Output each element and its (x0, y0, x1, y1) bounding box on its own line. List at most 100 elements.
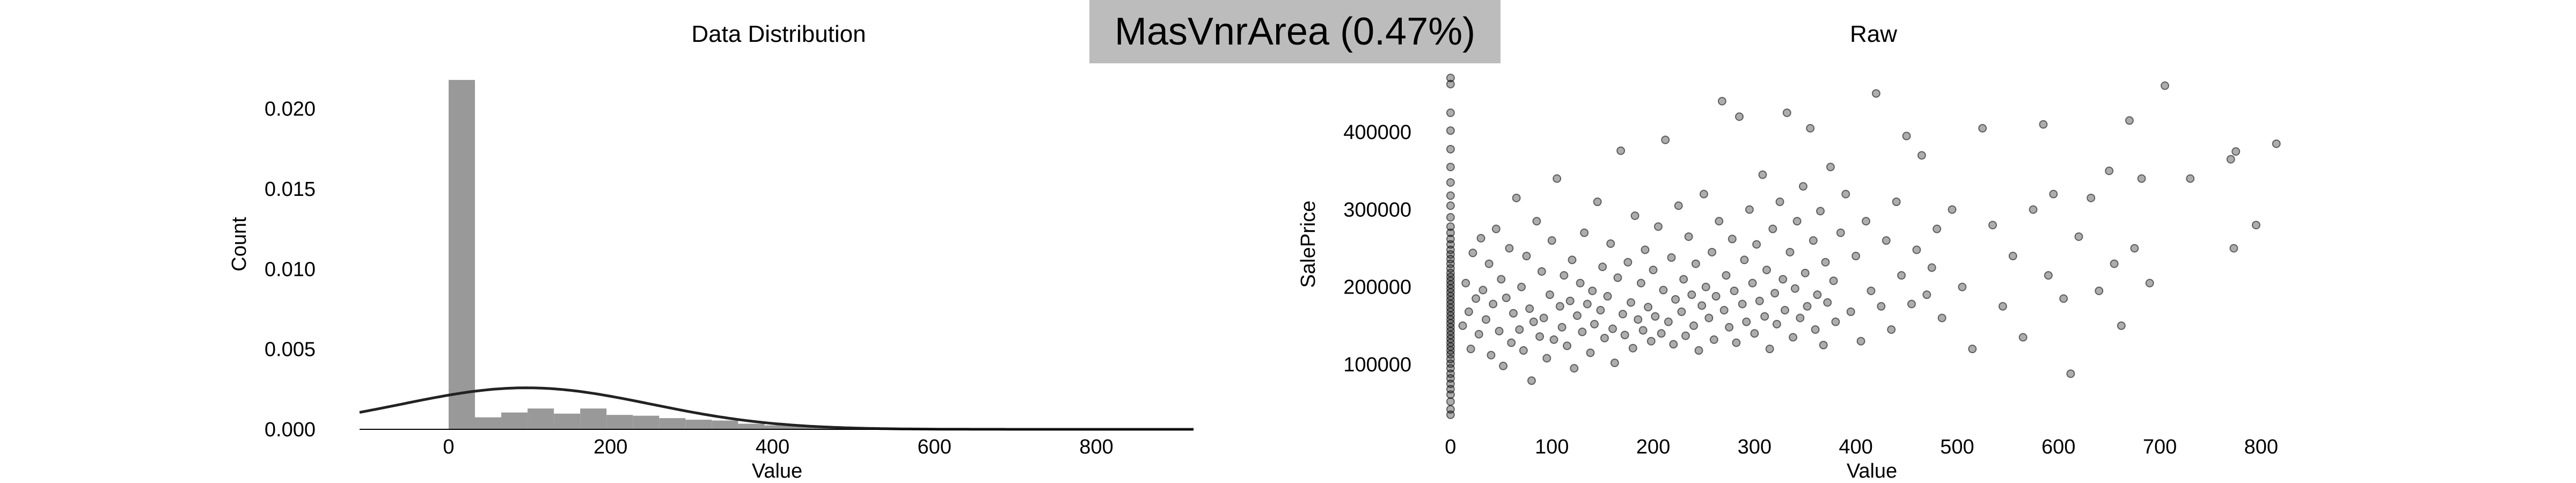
scatter-point-134 (1667, 253, 1676, 262)
scatter-point-152 (1711, 292, 1721, 301)
scatter-point-45 (1446, 178, 1455, 187)
histogram-bar-10 (712, 420, 738, 429)
scatter-point-131 (1659, 286, 1668, 295)
scatter-point-141 (1684, 232, 1693, 241)
scatter-point-70 (1505, 244, 1514, 253)
scatter-point-72 (1509, 309, 1518, 318)
scatter-point-128 (1651, 312, 1660, 321)
scatter-point-60 (1479, 286, 1488, 295)
scatter-point-95 (1568, 255, 1577, 265)
histogram-bars (448, 79, 1133, 429)
scatter-point-40 (1446, 228, 1455, 237)
scatter-point-199 (1831, 317, 1840, 326)
raw-x-tick-label: 500 (1940, 436, 1974, 458)
scatter-point-44 (1446, 191, 1455, 200)
scatter-point-238 (2105, 166, 2114, 175)
scatter-point-192 (1813, 290, 1822, 299)
scatter-point-65 (1491, 224, 1501, 233)
scatter-point-148 (1701, 282, 1710, 291)
scatter-point-193 (1816, 207, 1825, 216)
scatter-point-139 (1679, 275, 1688, 284)
scatter-point-84 (1539, 313, 1548, 323)
scatter-point-48 (1446, 126, 1455, 135)
scatter-point-69 (1502, 293, 1511, 302)
scatter-point-209 (1882, 236, 1891, 245)
distribution-chart: Data Distribution 0 200 400 600 800 0.0000.0… (228, 21, 1194, 482)
feature-title: MasVnrArea (0.47%) (1114, 10, 1476, 53)
scatter-point-201 (1841, 189, 1850, 199)
histogram-bar-1 (474, 417, 502, 429)
distribution-x-tick-label: 400 (756, 436, 789, 458)
scatter-point-206 (1867, 286, 1876, 295)
scatter-point-67 (1497, 275, 1506, 284)
scatter-point-222 (1958, 282, 1967, 291)
scatter-point-160 (1732, 338, 1741, 347)
scatter-point-198 (1829, 276, 1838, 286)
scatter-point-97 (1572, 311, 1582, 320)
scatter-point-214 (1907, 299, 1916, 309)
histogram-bar-4 (554, 413, 581, 429)
scatter-point-196 (1823, 298, 1832, 307)
scatter-point-99 (1578, 327, 1587, 336)
scatter-point-191 (1811, 325, 1820, 334)
scatter-point-55 (1466, 345, 1475, 354)
histogram-bar-11 (738, 423, 765, 429)
scatter-point-202 (1846, 307, 1855, 316)
scatter-point-226 (1998, 302, 2007, 311)
histogram-bar-8 (659, 418, 686, 429)
scatter-point-122 (1636, 279, 1645, 288)
scatter-point-144 (1691, 259, 1700, 268)
scatter-point-223 (1968, 345, 1977, 354)
scatter-point-167 (1750, 329, 1759, 338)
scatter-points (1446, 74, 2281, 419)
scatter-point-180 (1782, 108, 1791, 118)
scatter-point-135 (1669, 340, 1678, 349)
scatter-point-124 (1641, 245, 1650, 254)
scatter-point-88 (1549, 335, 1558, 344)
scatter-point-176 (1772, 319, 1781, 328)
scatter-point-52 (1458, 321, 1467, 330)
scatter-point-81 (1532, 217, 1541, 226)
scatter-point-228 (2018, 333, 2028, 342)
scatter-point-205 (1862, 217, 1870, 226)
scatter-point-203 (1851, 252, 1861, 261)
scatter-point-227 (2008, 252, 2017, 261)
scatter-point-51 (1446, 74, 1455, 83)
scatter-point-169 (1755, 296, 1764, 305)
scatter-point-132 (1661, 135, 1670, 144)
scatter-point-166 (1748, 279, 1757, 288)
scatter-point-190 (1809, 236, 1818, 245)
distribution-x-ticks: 0 200 400 600 800 (443, 436, 1113, 458)
scatter-point-75 (1517, 282, 1526, 291)
raw-title: Raw (1850, 21, 1897, 47)
scatter-point-64 (1489, 299, 1498, 309)
scatter-point-239 (2110, 259, 2119, 268)
scatter-point-92 (1560, 271, 1569, 280)
distribution-y-tick-label: 0.000 (265, 419, 316, 441)
scatter-point-231 (2044, 271, 2053, 280)
scatter-point-87 (1547, 236, 1556, 245)
histogram-bar-13 (791, 426, 817, 429)
scatter-point-215 (1912, 245, 1921, 254)
scatter-point-110 (1606, 239, 1615, 248)
scatter-point-119 (1628, 343, 1637, 353)
scatter-point-221 (1948, 205, 1957, 214)
scatter-point-71 (1507, 338, 1516, 347)
scatter-point-68 (1499, 361, 1508, 370)
scatter-point-77 (1522, 252, 1531, 261)
scatter-point-237 (2095, 286, 2104, 295)
scatter-point-159 (1730, 286, 1739, 295)
histogram-bar-14 (817, 428, 844, 429)
scatter-point-126 (1646, 336, 1656, 346)
scatter-point-121 (1634, 315, 1643, 324)
scatter-point-145 (1694, 346, 1703, 355)
scatter-point-100 (1580, 228, 1589, 237)
scatter-point-245 (2160, 81, 2169, 90)
scatter-point-136 (1671, 295, 1680, 304)
raw-y-tick-label: 200000 (1343, 276, 1411, 299)
scatter-point-175 (1770, 289, 1780, 298)
scatter-point-63 (1487, 350, 1496, 360)
scatter-point-85 (1542, 354, 1552, 363)
raw-x-tick-label: 400 (1839, 436, 1872, 458)
scatter-point-218 (1927, 263, 1936, 272)
